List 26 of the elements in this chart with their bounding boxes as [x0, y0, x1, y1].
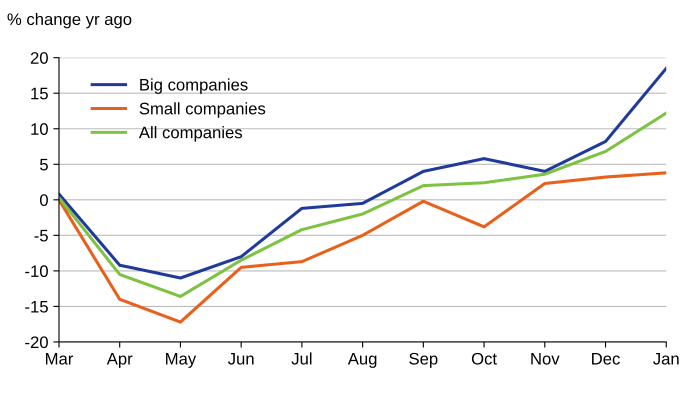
y-tick-label: -10: [25, 265, 48, 278]
line-series: [58, 171, 666, 324]
x-tick-label: Oct: [472, 352, 497, 365]
y-tick-label: -15: [25, 301, 48, 313]
x-tick-label: Jun: [228, 352, 254, 365]
line-series: [58, 66, 666, 280]
y-tick-label: 0: [40, 194, 48, 206]
x-tick-label: Sep: [409, 352, 438, 368]
x-tick-label: Apr: [106, 352, 132, 368]
legend-label: Small companies: [140, 102, 266, 118]
y-tick-label: 10: [31, 123, 48, 135]
legend-label: All companies: [138, 126, 242, 142]
legend-label: Big companies: [140, 78, 248, 94]
x-tick-label: Jul: [292, 352, 312, 365]
y-axis-title: % change yr ago: [8, 12, 132, 28]
y-tick-label: -20: [25, 336, 48, 348]
y-tick-label: -5: [34, 230, 48, 242]
x-tick-label: Aug: [348, 352, 376, 368]
y-tick-label: 20: [30, 52, 48, 64]
y-tick-label: 5: [40, 158, 48, 170]
x-tick-label: Nov: [531, 352, 560, 365]
x-tick-label: Mar: [46, 352, 74, 365]
x-tick-label: May: [166, 352, 196, 368]
x-tick-label: Dec: [592, 352, 620, 365]
y-tick-label: 15: [31, 88, 48, 100]
x-tick-label: Jan: [653, 352, 679, 365]
